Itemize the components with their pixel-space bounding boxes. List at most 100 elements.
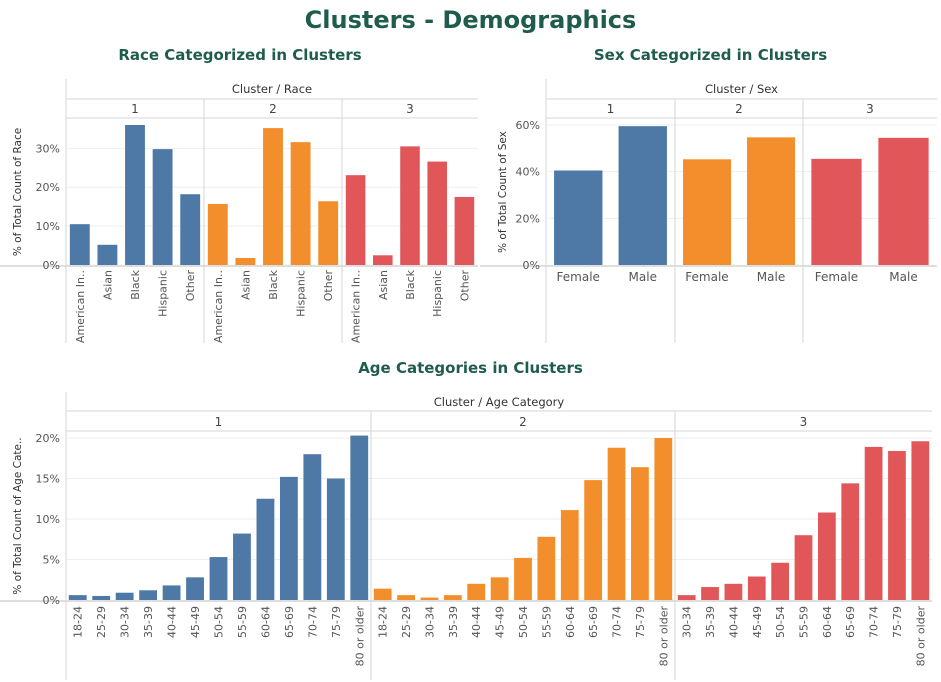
age-xtick-c1-25-29: 25-29: [95, 606, 108, 638]
race-bar-c1-asian[interactable]: [97, 244, 118, 265]
sex-cluster-label-3: 3: [866, 102, 874, 116]
sex-cluster-label-1: 1: [607, 102, 615, 116]
race-bar-c2-other[interactable]: [318, 201, 339, 265]
race-bar-c2-black[interactable]: [263, 128, 283, 265]
age-bar-c3-75-79[interactable]: [888, 450, 906, 600]
race-bar-c1-other[interactable]: [180, 194, 201, 265]
sex-xtick-c2-male: Male: [757, 270, 785, 284]
age-bar-c2-35-39[interactable]: [443, 595, 462, 600]
age-bar-c1-70-74[interactable]: [303, 454, 322, 600]
age-bar-c2-65-69[interactable]: [584, 480, 603, 600]
age-bar-c2-75-79[interactable]: [631, 467, 649, 600]
race-bar-c2-asian[interactable]: [235, 258, 256, 265]
age-bar-c2-45-49[interactable]: [490, 577, 509, 600]
age-bar-c1-35-39[interactable]: [139, 590, 158, 600]
age-bar-c3-65-69[interactable]: [841, 483, 860, 600]
age-xtick-c2-60-64: 60-64: [564, 606, 577, 638]
age-bar-c2-30-34[interactable]: [420, 597, 439, 600]
race-xtick-c1-american-in: American In..: [74, 270, 87, 343]
sex-cluster-label-2: 2: [735, 102, 743, 116]
age-panel-1: 1 18-24 25-29 30-34 35-39 40-44 45-49 50-54 55-5…: [68, 415, 369, 667]
age-bar-c3-80-or-older[interactable]: [911, 441, 930, 600]
race-chart-title: Race Categorized in Clusters: [118, 46, 362, 64]
age-bar-c1-40-44[interactable]: [162, 585, 181, 600]
age-bar-c1-60-64[interactable]: [256, 498, 275, 600]
race-bar-c2-american-in[interactable]: [207, 203, 228, 265]
age-xtick-c1-80-or-older: 80 or older: [353, 606, 366, 667]
race-bar-c3-asian[interactable]: [373, 255, 393, 265]
age-bar-c3-30-34[interactable]: [677, 595, 696, 600]
race-xtick-c3-american-in: American In..: [350, 270, 363, 343]
race-bar-c2-hispanic[interactable]: [290, 142, 311, 265]
age-panel-3: 3 30-34 35-39 40-44 45-49 50-54 55-59 60-64 65-6…: [674, 411, 930, 680]
age-bar-c2-80-or-older[interactable]: [654, 438, 673, 600]
sex-bar-c1-male[interactable]: [618, 126, 667, 266]
age-chart: Cluster / Age Category 0% 5% 10% 15% 20% % of …: [0, 392, 932, 680]
sex-bar-c3-female[interactable]: [811, 158, 862, 265]
sex-xtick-c2-female: Female: [685, 270, 728, 284]
race-cluster-label-1: 1: [131, 102, 139, 116]
sex-panel-3: 3 Female Male: [802, 99, 929, 343]
race-xtick-c2-black: Black: [267, 269, 280, 299]
age-xtick-c1-55-59: 55-59: [236, 606, 249, 638]
race-bar-c3-american-in[interactable]: [345, 175, 366, 265]
age-bar-c3-35-39[interactable]: [701, 587, 719, 600]
age-bar-c1-50-54[interactable]: [209, 557, 228, 600]
sex-panel-1: 1 Female Male: [554, 102, 667, 284]
age-bar-c3-50-54[interactable]: [771, 562, 790, 600]
age-xtick-c2-35-39: 35-39: [447, 606, 460, 638]
age-bar-c2-18-24[interactable]: [373, 588, 392, 600]
age-bar-c1-25-29[interactable]: [92, 595, 111, 600]
age-xtick-c2-45-49: 45-49: [494, 606, 507, 638]
age-bar-c3-55-59[interactable]: [794, 535, 813, 600]
sex-chart-title: Sex Categorized in Clusters: [593, 46, 828, 64]
sex-ytick-20: 20%: [516, 212, 540, 225]
sex-bar-c2-male[interactable]: [747, 137, 795, 265]
age-xtick-c3-80-or-older: 80 or older: [914, 606, 927, 667]
age-bar-c2-50-54[interactable]: [514, 557, 532, 600]
race-bar-c1-hispanic[interactable]: [152, 149, 173, 265]
age-bar-c3-40-44[interactable]: [724, 583, 743, 600]
age-bar-c2-55-59[interactable]: [537, 536, 556, 600]
sex-bar-c2-female[interactable]: [683, 159, 731, 265]
sex-bar-c1-female[interactable]: [554, 170, 603, 266]
age-bar-c1-65-69[interactable]: [279, 476, 298, 600]
sex-panel-2: 2 Female Male: [674, 99, 795, 343]
race-panel-2: 2 American In.. Asian Black Hispanic Other: [203, 99, 339, 343]
sex-xtick-c1-male: Male: [629, 270, 657, 284]
age-bar-c1-18-24[interactable]: [68, 595, 87, 600]
age-bar-c3-60-64[interactable]: [817, 512, 836, 600]
age-cluster-label-3: 3: [800, 415, 808, 429]
race-bar-c3-other[interactable]: [454, 196, 475, 265]
race-header-title: Cluster / Race: [232, 82, 312, 96]
age-xtick-c1-70-74: 70-74: [306, 606, 319, 638]
age-xtick-c2-55-59: 55-59: [540, 606, 553, 638]
age-bar-c2-70-74[interactable]: [607, 447, 626, 600]
age-chart-title: Age Categories in Clusters: [358, 359, 583, 377]
race-bar-c1-american-in[interactable]: [69, 224, 90, 265]
race-xtick-c2-american-in: American In..: [212, 270, 225, 343]
age-xtick-c2-50-54: 50-54: [517, 606, 530, 638]
age-bar-c2-25-29[interactable]: [397, 595, 415, 600]
race-bar-c1-black[interactable]: [125, 125, 145, 265]
age-bar-c2-40-44[interactable]: [467, 583, 486, 600]
age-bar-c2-60-64[interactable]: [560, 510, 579, 600]
race-ylabel: % of Total Count of Race: [12, 128, 24, 256]
age-xtick-c3-35-39: 35-39: [704, 606, 717, 638]
sex-chart: Cluster / Sex 0% 20% 40% 60% % of Total Count…: [480, 79, 937, 343]
age-bar-c1-75-79[interactable]: [326, 478, 345, 601]
race-xtick-c1-hispanic: Hispanic: [157, 270, 170, 317]
age-bar-c1-30-34[interactable]: [115, 592, 134, 600]
age-bar-c3-45-49[interactable]: [747, 576, 766, 600]
sex-bar-c3-male[interactable]: [878, 137, 929, 265]
race-bar-c3-hispanic[interactable]: [427, 161, 447, 265]
race-bar-c3-black[interactable]: [400, 146, 420, 265]
age-bar-c3-70-74[interactable]: [864, 446, 883, 600]
age-xtick-c1-45-49: 45-49: [189, 606, 202, 638]
age-bar-c1-80-or-older[interactable]: [350, 435, 369, 600]
sex-ytick-0: 0%: [523, 259, 540, 272]
age-bar-c1-45-49[interactable]: [186, 577, 204, 600]
age-xtick-c1-30-34: 30-34: [119, 606, 132, 638]
age-bar-c1-55-59[interactable]: [233, 533, 251, 600]
